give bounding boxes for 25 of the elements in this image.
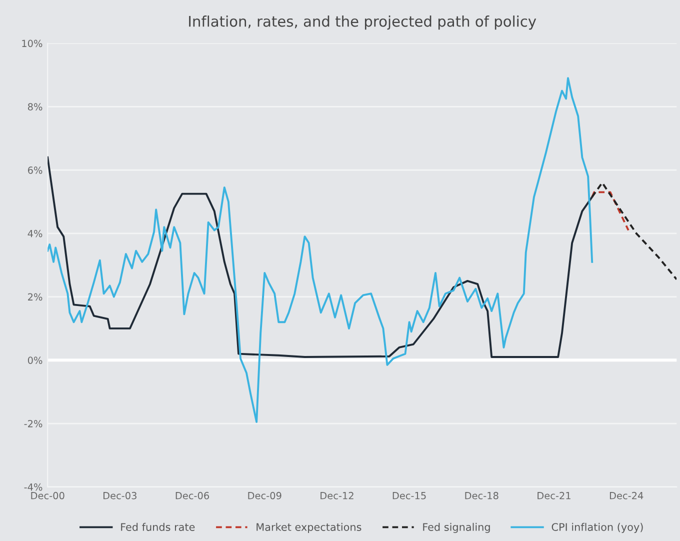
chart-title: Inflation, rates, and the projected path of policy xyxy=(189,16,536,30)
legend-label: Market expectations xyxy=(256,522,362,533)
y-tick-label: 0% xyxy=(28,356,42,364)
x-tick-label: Dec-24 xyxy=(610,492,644,500)
y-tick-label: 10% xyxy=(22,40,42,48)
y-tick-label: 4% xyxy=(28,230,42,238)
x-tick-label: Dec-21 xyxy=(538,492,570,500)
x-tick-label: Dec-12 xyxy=(320,492,354,500)
x-tick-label: Dec-15 xyxy=(392,492,426,500)
line-series xyxy=(591,182,677,280)
legend-label: Fed signaling xyxy=(423,522,490,533)
x-tick-label: Dec-06 xyxy=(176,492,209,500)
x-tick-label: Dec-09 xyxy=(248,492,282,500)
x-tick-label: Dec-18 xyxy=(465,492,498,500)
legend-label: CPI inflation (yoy) xyxy=(552,522,643,533)
line-series xyxy=(48,77,594,423)
y-tick-label: -2% xyxy=(24,420,42,428)
y-tick-label: 8% xyxy=(28,103,42,110)
line-series xyxy=(48,156,594,358)
legend-label: Fed funds rate xyxy=(121,522,195,531)
y-tick-label: 2% xyxy=(28,293,42,301)
x-tick-label: Dec-03 xyxy=(104,492,136,500)
y-tick-label: 6% xyxy=(28,166,42,174)
x-tick-label: Dec-00 xyxy=(31,492,64,500)
y-tick-label: -4% xyxy=(24,483,42,491)
